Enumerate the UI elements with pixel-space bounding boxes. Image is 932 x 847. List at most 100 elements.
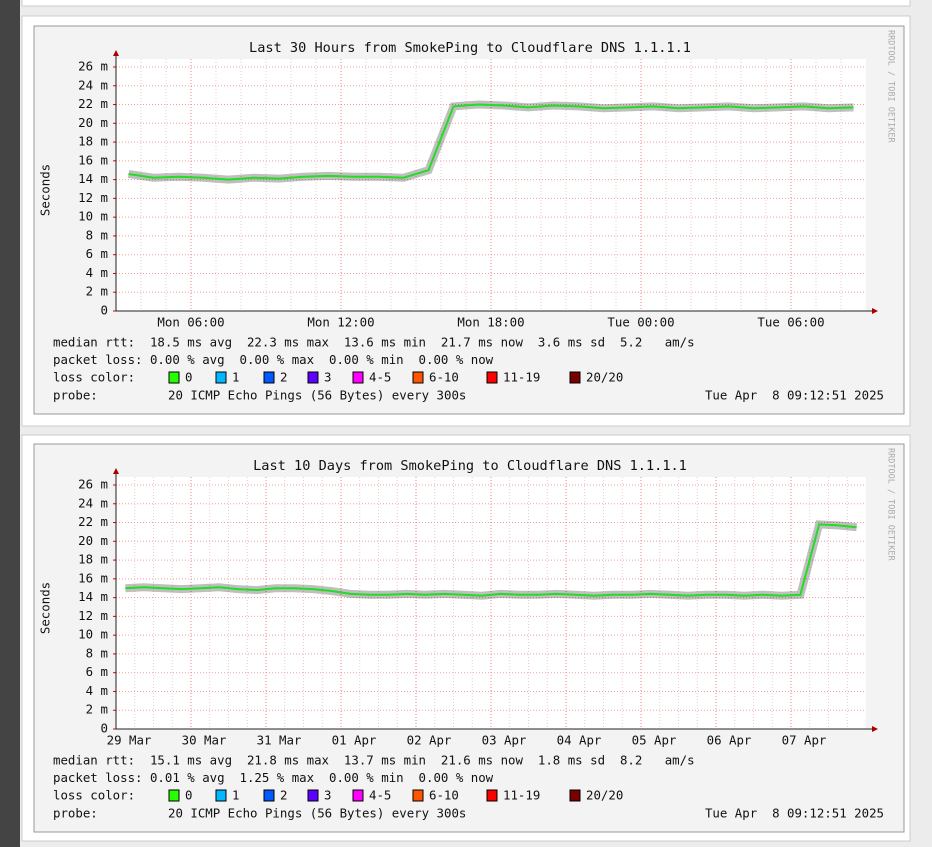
panel (21, 0, 911, 7)
legend-swatch (263, 789, 275, 802)
graph: 0 2 m 4 m 6 m 8 m 10 m 12 m 14 m 16 m 18 m 20 m 22 … (33, 443, 905, 833)
legend-swatch (307, 789, 319, 802)
y-tick-label: 6 m (86, 246, 108, 261)
axis-arrow (872, 308, 878, 314)
y-tick-label: 12 m (78, 608, 108, 623)
legend-swatch (352, 371, 364, 384)
timestamp: Tue Apr 8 09:12:51 2025 (705, 388, 884, 403)
axis-arrow (872, 726, 878, 732)
y-tick-label: 6 m (86, 664, 108, 679)
legend-entry: 2 (280, 370, 287, 385)
loss-label: loss color: (53, 788, 135, 803)
x-tick-label: 31 Mar (257, 733, 302, 748)
legend-entry: 6-10 (429, 370, 459, 385)
legend-entry: 4-5 (369, 788, 391, 803)
y-axis-label: Seconds (38, 164, 53, 216)
legend-entry: 2 (280, 788, 287, 803)
legend-entry: 1 (232, 788, 239, 803)
y-tick-label: 10 m (78, 627, 108, 642)
x-tick-label: Mon 12:00 (307, 315, 374, 330)
y-tick-label: 10 m (78, 209, 108, 224)
chart-title: Last 10 Days from SmokePing to Cloudflar… (253, 458, 687, 474)
legend-swatch (486, 789, 498, 802)
y-tick-label: 16 m (78, 152, 108, 167)
stats-line: packet loss: 0.01 % avg 1.25 % max 0.00 … (53, 770, 494, 785)
legend-swatch (412, 371, 424, 384)
y-tick-label: 4 m (86, 265, 108, 280)
y-tick-label: 24 m (78, 495, 108, 510)
y-tick-label: 4 m (86, 683, 108, 698)
legend-entry: 0 (185, 788, 192, 803)
x-tick-label: Tue 06:00 (757, 315, 824, 330)
legend-entry: 20/20 (586, 788, 623, 803)
y-tick-label: 22 m (78, 514, 108, 529)
y-tick-label: 20 m (78, 115, 108, 130)
stats-line: packet loss: 0.00 % avg 0.00 % max 0.00 … (53, 352, 494, 367)
legend-entry: 4-5 (369, 370, 391, 385)
y-tick-label: 18 m (78, 552, 108, 567)
y-tick-label: 8 m (86, 227, 108, 242)
left-strip (0, 0, 20, 847)
side-text: RRDTOOL / TOBI OETIKER (886, 30, 896, 143)
y-tick-label: 16 m (78, 570, 108, 585)
y-tick-label: 8 m (86, 645, 108, 660)
stats-line: median rtt: 15.1 ms avg 21.8 ms max 13.7… (53, 753, 695, 768)
legend-entry: 20/20 (586, 370, 623, 385)
legend-swatch (168, 371, 180, 384)
x-tick-label: 06 Apr (707, 733, 752, 748)
y-tick-label: 18 m (78, 134, 108, 149)
legend-entry: 3 (324, 788, 331, 803)
legend-swatch (307, 371, 319, 384)
legend-entry: 11-19 (503, 370, 540, 385)
legend-entry: 0 (185, 370, 192, 385)
legend-swatch (215, 789, 227, 802)
x-tick-label: 07 Apr (782, 733, 827, 748)
timestamp: Tue Apr 8 09:12:51 2025 (705, 806, 884, 821)
legend-entry: 1 (232, 370, 239, 385)
y-tick-label: 24 m (78, 77, 108, 92)
legend-entry: 3 (324, 370, 331, 385)
probe: 20 ICMP Echo Pings (56 Bytes) every 300s (168, 806, 466, 821)
x-tick-label: Mon 06:00 (157, 315, 224, 330)
probe-label: probe: (53, 388, 98, 403)
y-tick-label: 26 m (78, 477, 108, 492)
y-tick-label: 14 m (78, 171, 108, 186)
y-tick-label: 14 m (78, 589, 108, 604)
y-axis-label: Seconds (38, 582, 53, 634)
legend-swatch (263, 371, 275, 384)
y-tick-label: 2 m (86, 284, 108, 299)
x-tick-label: 05 Apr (632, 733, 677, 748)
legend-swatch (412, 789, 424, 802)
legend-entry: 6-10 (429, 788, 459, 803)
x-tick-label: 01 Apr (332, 733, 377, 748)
x-tick-label: 30 Mar (182, 733, 227, 748)
median-line (125, 523, 857, 597)
chart-title: Last 30 Hours from SmokePing to Cloudfla… (249, 40, 691, 56)
legend-swatch (352, 789, 364, 802)
axis-arrow (113, 50, 119, 56)
y-tick-label: 0 (101, 303, 108, 318)
x-tick-label: 03 Apr (482, 733, 527, 748)
y-tick-label: 26 m (78, 59, 108, 74)
x-tick-label: Tue 00:00 (607, 315, 674, 330)
y-tick-label: 12 m (78, 190, 108, 205)
legend-swatch (486, 371, 498, 384)
loss-label: loss color: (53, 370, 135, 385)
graph: 0 2 m 4 m 6 m 8 m 10 m 12 m 14 m 16 m 18 m 20 m 22 … (33, 25, 905, 415)
side-text: RRDTOOL / TOBI OETIKER (886, 448, 896, 561)
legend-swatch (569, 371, 581, 384)
legend-swatch (569, 789, 581, 802)
x-tick-label: 02 Apr (407, 733, 452, 748)
y-tick-label: 2 m (86, 702, 108, 717)
probe-label: probe: (53, 806, 98, 821)
legend-entry: 11-19 (503, 788, 540, 803)
legend-swatch (168, 789, 180, 802)
stats-line: median rtt: 18.5 ms avg 22.3 ms max 13.6… (53, 335, 695, 350)
x-tick-label: 04 Apr (557, 733, 602, 748)
median-line (128, 103, 854, 181)
axis-arrow (113, 468, 119, 474)
legend-swatch (215, 371, 227, 384)
x-tick-label: 29 Mar (107, 733, 152, 748)
